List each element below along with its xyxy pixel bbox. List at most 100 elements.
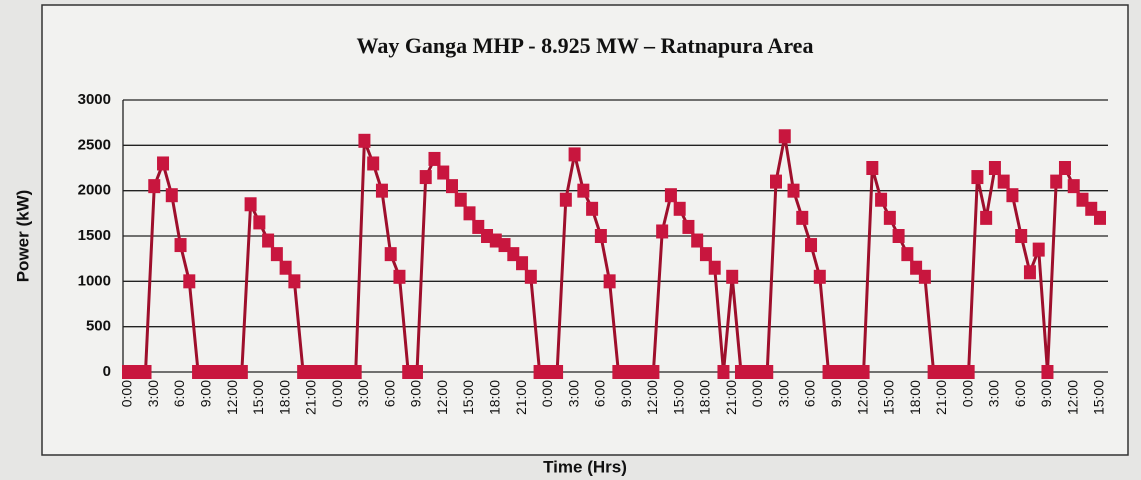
x-tick-label: 9:00 [1038, 380, 1054, 407]
y-tick-label: 500 [86, 318, 111, 335]
data-point [270, 247, 283, 262]
x-tick-label: 15:00 [250, 380, 266, 415]
data-point [1015, 229, 1028, 243]
data-point [244, 197, 257, 212]
data-point [857, 365, 870, 379]
data-point [997, 174, 1010, 189]
data-point [157, 156, 170, 171]
x-tick-label: 15:00 [670, 380, 686, 415]
data-point [1094, 210, 1106, 225]
x-tick-label: 12:00 [1064, 380, 1080, 415]
data-point [1067, 179, 1080, 194]
data-point [165, 188, 178, 203]
x-tick-label: 12:00 [854, 380, 870, 415]
data-point [148, 179, 161, 194]
data-point [262, 233, 275, 248]
data-point [524, 269, 537, 284]
data-point [717, 365, 730, 379]
data-point [516, 256, 529, 271]
x-tick-label: 15:00 [881, 380, 897, 415]
x-tick-label: 9:00 [408, 380, 424, 407]
data-point [463, 206, 476, 221]
data-point [551, 365, 564, 379]
x-tick-label: 21:00 [723, 380, 739, 415]
data-point [253, 215, 266, 230]
data-point [349, 365, 362, 379]
chart-title: Way Ganga MHP - 8.925 MW – Ratnapura Are… [357, 33, 814, 58]
data-point [980, 210, 993, 225]
data-point [726, 269, 739, 284]
x-tick-label: 12:00 [434, 380, 450, 415]
x-tick-label: 18:00 [486, 380, 502, 415]
y-axis-label: Power (kW) [13, 190, 32, 283]
data-point [682, 219, 695, 234]
data-point [699, 247, 712, 262]
data-point [559, 192, 572, 207]
x-tick-label: 3:00 [355, 380, 371, 407]
x-tick-label: 0:00 [119, 380, 135, 407]
data-point [235, 365, 248, 379]
data-point [594, 229, 607, 243]
x-tick-label: 0:00 [329, 380, 345, 407]
x-tick-label: 9:00 [618, 380, 634, 407]
data-point [647, 365, 660, 379]
chart-frame [41, 4, 1129, 456]
data-point [437, 165, 450, 180]
data-point [656, 224, 669, 239]
data-point [866, 161, 879, 175]
x-tick-label: 3:00 [986, 380, 1002, 407]
data-point [971, 170, 984, 185]
x-tick-label: 21:00 [933, 380, 949, 415]
x-tick-label: 6:00 [592, 380, 608, 407]
y-tick-label: 1500 [78, 227, 111, 244]
y-tick-label: 2000 [78, 182, 111, 199]
x-tick-label: 0:00 [749, 380, 765, 407]
y-tick-label: 1000 [78, 272, 111, 289]
data-point [393, 269, 406, 284]
data-point [962, 365, 975, 379]
data-point [918, 269, 931, 284]
data-point [883, 210, 896, 225]
data-point [139, 365, 152, 379]
data-point [875, 192, 888, 207]
data-point [419, 170, 432, 185]
x-tick-label: 15:00 [460, 380, 476, 415]
data-point [805, 238, 818, 253]
x-tick-label: 12:00 [644, 380, 660, 415]
data-point [1006, 188, 1019, 203]
data-point [761, 365, 774, 379]
data-point [1041, 365, 1054, 379]
x-tick-label: 3:00 [145, 380, 161, 407]
x-tick-label: 12:00 [224, 380, 240, 415]
data-point [1023, 265, 1036, 280]
y-tick-label: 2500 [78, 136, 111, 153]
x-tick-label: 6:00 [381, 380, 397, 407]
data-point [708, 260, 721, 275]
x-tick-label: 0:00 [959, 380, 975, 407]
data-point [446, 179, 458, 194]
data-point [358, 133, 371, 148]
data-point [901, 247, 914, 262]
x-tick-label: 9:00 [828, 380, 844, 407]
x-tick-label: 18:00 [697, 380, 713, 415]
data-point [568, 147, 581, 162]
data-point [174, 238, 187, 253]
y-tick-label: 3000 [78, 91, 111, 108]
data-point [279, 260, 292, 275]
x-tick-label: 9:00 [198, 380, 214, 407]
x-tick-label: 3:00 [775, 380, 791, 407]
x-tick-label: 6:00 [802, 380, 818, 407]
data-point [988, 161, 1001, 175]
x-tick-label: 3:00 [565, 380, 581, 407]
data-point [778, 129, 791, 144]
data-point [375, 183, 388, 198]
data-point [770, 174, 782, 189]
x-tick-label: 6:00 [1012, 380, 1028, 407]
data-point [787, 183, 800, 198]
data-point [428, 151, 441, 166]
data-point [410, 365, 423, 379]
data-point [673, 201, 686, 216]
y-tick-label: 0 [103, 363, 111, 380]
data-point [454, 192, 467, 207]
